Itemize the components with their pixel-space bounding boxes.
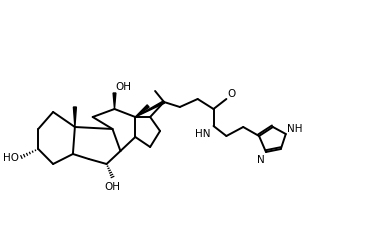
Text: O: O <box>227 89 236 99</box>
Text: OH: OH <box>104 181 120 191</box>
Text: NH: NH <box>287 123 302 134</box>
Text: OH: OH <box>115 82 131 92</box>
Polygon shape <box>73 108 76 128</box>
Text: HO: HO <box>3 152 19 162</box>
Polygon shape <box>113 94 116 110</box>
Text: HN: HN <box>195 129 211 138</box>
Polygon shape <box>135 102 165 117</box>
Polygon shape <box>135 105 149 117</box>
Text: N: N <box>257 154 265 164</box>
